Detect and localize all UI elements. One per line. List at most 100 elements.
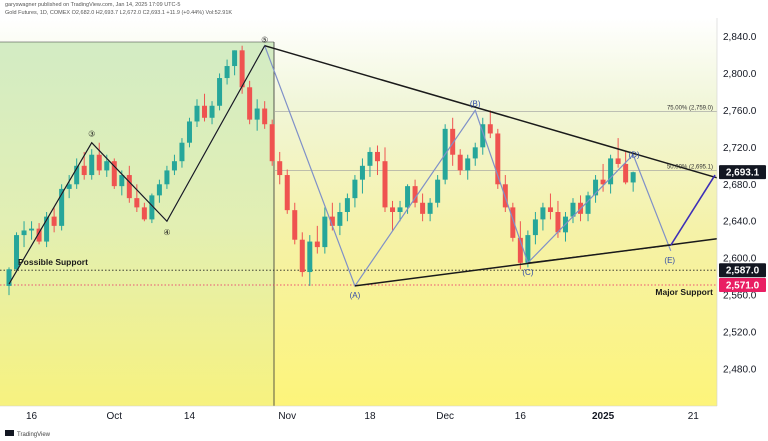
candle-body bbox=[74, 165, 80, 185]
candle-body bbox=[284, 175, 290, 211]
wave-label-e: (E) bbox=[664, 256, 675, 265]
candle-body bbox=[337, 212, 343, 226]
wave-label-b: (B) bbox=[470, 99, 481, 108]
candle-body bbox=[367, 151, 373, 166]
price-tick-label: 2,760.0 bbox=[723, 106, 757, 117]
candles-group bbox=[6, 45, 636, 296]
symbol-info: Gold Futures, 1D, COMEX O2,682.0 H2,693.… bbox=[5, 10, 232, 16]
price-tag-support bbox=[719, 263, 766, 278]
candle-body bbox=[81, 165, 87, 176]
symbol-name: Gold Futures, 1D, COMEX bbox=[5, 10, 71, 16]
candle-body bbox=[269, 124, 275, 162]
candle-body bbox=[36, 228, 42, 242]
candle-body bbox=[450, 128, 456, 155]
candle-body bbox=[292, 210, 298, 240]
time-tick-label: 21 bbox=[688, 411, 700, 422]
time-tick-label: 18 bbox=[364, 411, 376, 422]
candle-body bbox=[344, 198, 350, 212]
time-axis-labels: 16 Oct 14 Nov 18 Dec 16 2025 21 bbox=[26, 411, 699, 422]
wave-label-a: (A) bbox=[350, 291, 361, 300]
candle-body bbox=[59, 188, 65, 226]
candle-body bbox=[156, 184, 162, 196]
time-tick-label: 2025 bbox=[592, 411, 615, 422]
candle-body bbox=[119, 175, 125, 187]
price-tag-major bbox=[719, 277, 766, 292]
candle-body bbox=[593, 179, 599, 196]
candle-body bbox=[89, 154, 95, 176]
price-tag-label: 2,693.1 bbox=[726, 168, 760, 179]
possible-support-label: Possible Support bbox=[18, 257, 88, 267]
candle-body bbox=[532, 219, 538, 236]
candle-body bbox=[171, 161, 177, 171]
candle-body bbox=[570, 202, 576, 217]
candle-body bbox=[126, 175, 132, 199]
candle-body bbox=[209, 105, 215, 118]
price-tick-label: 2,480.0 bbox=[723, 365, 757, 376]
candle-body bbox=[322, 216, 328, 248]
candle-body bbox=[6, 269, 12, 286]
candle-body bbox=[435, 179, 441, 203]
price-tick-label: 2,680.0 bbox=[723, 180, 757, 191]
candle-body bbox=[254, 108, 260, 120]
price-tag-label: 2,587.0 bbox=[726, 266, 760, 277]
candle-body bbox=[600, 179, 606, 185]
candle-body bbox=[217, 78, 223, 106]
candle-body bbox=[104, 161, 110, 171]
candle-body bbox=[111, 161, 117, 187]
candle-body bbox=[585, 195, 591, 214]
candle-body bbox=[540, 207, 546, 220]
wave-label-c: (C) bbox=[522, 268, 533, 277]
candle-body bbox=[472, 147, 478, 159]
price-tick-label: 2,600.0 bbox=[723, 254, 757, 265]
candle-body bbox=[487, 124, 493, 134]
candle-body bbox=[29, 228, 35, 231]
impulse-wave-path bbox=[8, 45, 266, 285]
wave-c-e-line bbox=[527, 244, 671, 264]
time-tick-label: Oct bbox=[106, 411, 122, 422]
candle-body bbox=[495, 133, 501, 185]
candle-body bbox=[232, 50, 238, 67]
candle-body bbox=[96, 154, 102, 171]
time-axis[interactable] bbox=[0, 406, 768, 441]
wave-label-3: ③ bbox=[88, 130, 95, 139]
candle-body bbox=[517, 237, 523, 263]
candle-body bbox=[194, 105, 200, 122]
candle-body bbox=[262, 108, 268, 125]
publisher-line: garyswagner published on TradingView.com… bbox=[5, 2, 181, 8]
candle-body bbox=[547, 207, 553, 212]
price-tick-label: 2,720.0 bbox=[723, 143, 757, 154]
price-tag-label: 2,571.0 bbox=[726, 280, 760, 291]
tradingview-brand: TradingView bbox=[5, 430, 51, 438]
wave-highlight-zone bbox=[0, 42, 274, 406]
candle-body bbox=[179, 142, 185, 162]
major-support-label: Major Support bbox=[655, 287, 713, 297]
candle-body bbox=[186, 121, 192, 143]
candle-body bbox=[555, 212, 561, 233]
time-tick-label: 16 bbox=[515, 411, 527, 422]
fib-level-label: 50.00% (2,695.1) bbox=[667, 164, 713, 170]
candle-body bbox=[51, 216, 57, 226]
candle-body bbox=[615, 158, 621, 164]
wave-overlays: ③ ④ ⑤ (A) (B) (C) (D) (E) Possible Support Major … bbox=[8, 36, 718, 300]
time-tick-label: 14 bbox=[184, 411, 196, 422]
price-tags: 2,693.1 2,587.0 2,571.0 bbox=[719, 165, 766, 292]
candle-body bbox=[412, 186, 418, 203]
price-tag-last bbox=[719, 165, 766, 180]
candle-body bbox=[141, 207, 147, 220]
wave-label-4: ④ bbox=[163, 228, 170, 237]
price-tick-label: 2,800.0 bbox=[723, 69, 757, 80]
candle-body bbox=[382, 161, 388, 208]
price-axis[interactable] bbox=[717, 18, 768, 406]
time-tick-label: Dec bbox=[436, 411, 454, 422]
ohlc-values: O2,682.0 H2,693.7 L2,672.0 C2,693.1 +11.… bbox=[71, 10, 233, 16]
candle-body bbox=[623, 163, 629, 183]
candle-body bbox=[329, 216, 335, 226]
candle-body bbox=[149, 195, 155, 220]
candle-body bbox=[608, 158, 614, 185]
candle-body bbox=[480, 124, 486, 148]
candle-body bbox=[299, 239, 305, 273]
candle-body bbox=[134, 198, 140, 208]
fib-level-label: 75.00% (2,759.0) bbox=[667, 105, 713, 111]
